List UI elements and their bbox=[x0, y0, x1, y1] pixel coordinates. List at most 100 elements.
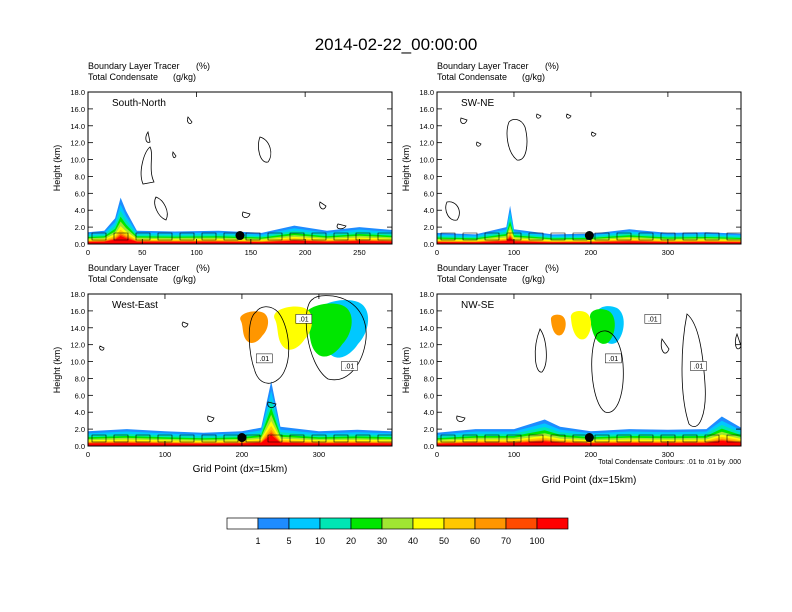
contour-label-box bbox=[690, 361, 707, 371]
y-tick-label: 12.0 bbox=[70, 341, 85, 350]
colorbar-swatch bbox=[226, 517, 259, 530]
plot-area bbox=[88, 116, 392, 244]
y-axis-label: Height (km) bbox=[401, 145, 411, 192]
x-tick-label: 0 bbox=[435, 450, 439, 459]
contour-line bbox=[660, 338, 670, 354]
x-tick-label: 200 bbox=[585, 450, 598, 459]
plot-area bbox=[437, 113, 741, 244]
x-tick-label: 100 bbox=[508, 248, 521, 257]
colorbar-swatch bbox=[536, 517, 569, 530]
plot-frame bbox=[436, 91, 742, 245]
y-tick-label: 10.0 bbox=[70, 358, 85, 367]
colorbar-label: 40 bbox=[408, 536, 418, 546]
condensate-contours bbox=[91, 295, 392, 443]
x-tick-label: 100 bbox=[159, 450, 172, 459]
y-tick-label: 6.0 bbox=[424, 189, 434, 198]
location-marker bbox=[235, 231, 245, 241]
y-tick-label: 4.0 bbox=[75, 206, 85, 215]
contour-line bbox=[305, 295, 367, 381]
tracer-band-100 bbox=[88, 434, 392, 446]
contour-line bbox=[476, 141, 482, 147]
panel-name: West-East bbox=[112, 300, 158, 311]
y-tick-label: 2.0 bbox=[75, 223, 85, 232]
colorbar-label: 10 bbox=[315, 536, 325, 546]
contour-line bbox=[99, 345, 105, 351]
contour-label-box bbox=[256, 353, 273, 364]
contour-line bbox=[445, 201, 460, 221]
y-axis-label: Height (km) bbox=[52, 347, 62, 394]
y-tick-label: 14.0 bbox=[70, 324, 85, 333]
y-tick-label: 2.0 bbox=[424, 425, 434, 434]
panel-west-east: Boundary Layer Tracer (%) Total Condensate… bbox=[52, 263, 393, 459]
contour-label: .01 bbox=[694, 363, 704, 370]
contour-label: .01 bbox=[299, 316, 309, 323]
contour-line bbox=[258, 136, 272, 163]
x-axis-label-left: Grid Point (dx=15km) bbox=[193, 464, 288, 475]
y-tick-label: 18.0 bbox=[419, 290, 434, 299]
x-tick-label: 0 bbox=[435, 248, 439, 257]
tracer-band-100 bbox=[88, 236, 392, 244]
y-tick-label: 0.0 bbox=[75, 442, 85, 451]
y-tick-label: 10.0 bbox=[70, 156, 85, 165]
anvil-band-core bbox=[570, 311, 592, 340]
panel-nw-se: Boundary Layer Tracer (%) Total Condensate… bbox=[401, 263, 742, 459]
colorbar-label: 20 bbox=[346, 536, 356, 546]
contour-line bbox=[734, 332, 741, 350]
contour-line bbox=[591, 131, 597, 137]
tracer-band-100 bbox=[437, 237, 741, 244]
contour-low-level bbox=[91, 434, 392, 443]
contour-line bbox=[456, 415, 466, 422]
panel-south-north: Boundary Layer Tracer (%) Total Condensate… bbox=[52, 61, 393, 257]
header-tracer-label: Boundary Layer Tracer bbox=[88, 263, 180, 273]
plot-frame bbox=[87, 293, 393, 447]
contour-line bbox=[536, 113, 542, 119]
tracer-band-100 bbox=[437, 440, 741, 446]
upper-tracer-anvil bbox=[550, 306, 624, 344]
colorbar-label: 60 bbox=[470, 536, 480, 546]
header-condensate-label: Total Condensate bbox=[88, 72, 158, 82]
colorbar-label: 5 bbox=[286, 536, 291, 546]
y-tick-label: 4.0 bbox=[75, 408, 85, 417]
header-condensate-label: Total Condensate bbox=[88, 274, 158, 284]
y-tick-label: 16.0 bbox=[70, 307, 85, 316]
x-tick-label: 0 bbox=[86, 450, 90, 459]
contour-line bbox=[145, 130, 151, 143]
contour-line bbox=[241, 211, 251, 218]
header-tracer-label: Boundary Layer Tracer bbox=[437, 61, 529, 71]
colorbar-swatch bbox=[350, 517, 383, 530]
y-tick-label: 16.0 bbox=[419, 307, 434, 316]
anvil-band-inner bbox=[240, 311, 269, 344]
x-tick-label: 200 bbox=[299, 248, 312, 257]
y-tick-label: 4.0 bbox=[424, 408, 434, 417]
y-tick-label: 12.0 bbox=[70, 139, 85, 148]
colorbar-label: 70 bbox=[501, 536, 511, 546]
x-tick-label: 300 bbox=[662, 450, 675, 459]
contour-label: .01 bbox=[608, 356, 618, 363]
condensate-contours bbox=[440, 313, 741, 443]
y-axis-label: Height (km) bbox=[52, 145, 62, 192]
contour-line bbox=[336, 223, 347, 230]
colorbar-swatch bbox=[288, 517, 321, 530]
x-tick-label: 200 bbox=[236, 450, 249, 459]
header-condensate-label: Total Condensate bbox=[437, 72, 507, 82]
contour-line bbox=[681, 313, 706, 427]
header-tracer-unit: (%) bbox=[545, 61, 559, 71]
colorbar-label: 50 bbox=[439, 536, 449, 546]
contour-label: .01 bbox=[259, 356, 269, 363]
colorbar-swatch bbox=[381, 517, 414, 530]
header-condensate-unit: (g/kg) bbox=[173, 274, 196, 284]
contour-line bbox=[319, 201, 327, 210]
y-tick-label: 4.0 bbox=[424, 206, 434, 215]
x-tick-label: 150 bbox=[245, 248, 258, 257]
y-tick-label: 12.0 bbox=[419, 139, 434, 148]
y-axis-label: Height (km) bbox=[401, 347, 411, 394]
x-tick-label: 0 bbox=[86, 248, 90, 257]
x-tick-label: 250 bbox=[353, 248, 366, 257]
anvil-band-inner bbox=[550, 314, 566, 336]
colorbar-label: 30 bbox=[377, 536, 387, 546]
panel-name: SW-NE bbox=[461, 98, 494, 109]
header-tracer-label: Boundary Layer Tracer bbox=[437, 263, 529, 273]
y-tick-label: 8.0 bbox=[424, 172, 434, 181]
header-tracer-unit: (%) bbox=[196, 61, 210, 71]
x-tick-label: 300 bbox=[662, 248, 675, 257]
